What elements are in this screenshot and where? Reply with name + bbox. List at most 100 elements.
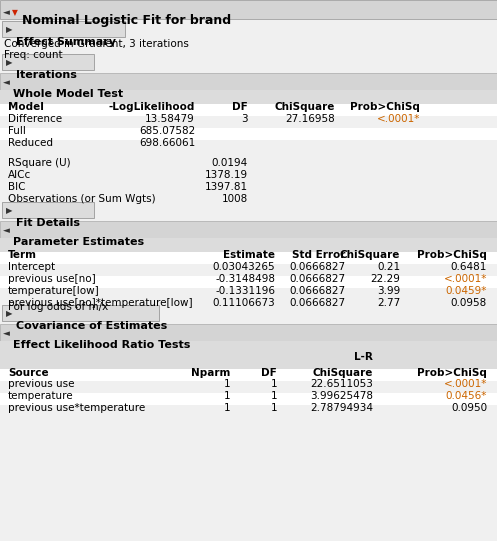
Text: 0.6481: 0.6481 bbox=[451, 262, 487, 272]
Text: 1: 1 bbox=[270, 391, 277, 401]
Text: Fit Details: Fit Details bbox=[16, 218, 80, 228]
Text: 1008: 1008 bbox=[222, 194, 248, 204]
Text: 685.07582: 685.07582 bbox=[139, 126, 195, 136]
Text: Effect Summary: Effect Summary bbox=[16, 37, 116, 47]
Text: previous use*temperature: previous use*temperature bbox=[8, 403, 145, 413]
Text: Converged in Gradient, 3 iterations: Converged in Gradient, 3 iterations bbox=[4, 39, 189, 49]
Text: ◄: ◄ bbox=[3, 227, 10, 235]
Text: 698.66061: 698.66061 bbox=[139, 138, 195, 148]
Text: ▼: ▼ bbox=[12, 9, 18, 17]
Text: 2.77: 2.77 bbox=[377, 298, 400, 308]
Text: Nparm: Nparm bbox=[191, 368, 230, 378]
Text: 22.6511053: 22.6511053 bbox=[310, 379, 373, 389]
Text: ChiSquare: ChiSquare bbox=[339, 250, 400, 260]
Text: 3.99625478: 3.99625478 bbox=[310, 391, 373, 401]
Text: ▶: ▶ bbox=[6, 58, 12, 68]
Text: -0.1331196: -0.1331196 bbox=[215, 286, 275, 296]
Text: <.0001*: <.0001* bbox=[444, 274, 487, 284]
Bar bbox=[2, 202, 94, 218]
Text: 0.0666827: 0.0666827 bbox=[289, 298, 345, 308]
Text: 1: 1 bbox=[270, 403, 277, 413]
Text: 0.0456*: 0.0456* bbox=[446, 391, 487, 401]
Bar bbox=[0, 221, 497, 238]
Text: DF: DF bbox=[232, 102, 248, 112]
Text: DF: DF bbox=[261, 368, 277, 378]
Text: Estimate: Estimate bbox=[223, 250, 275, 260]
Text: ◄: ◄ bbox=[3, 78, 10, 88]
Bar bbox=[2, 21, 125, 37]
Bar bbox=[0, 341, 497, 369]
Text: Term: Term bbox=[8, 250, 37, 260]
Bar bbox=[0, 369, 497, 381]
Text: -LogLikelihood: -LogLikelihood bbox=[109, 102, 195, 112]
Text: 0.0666827: 0.0666827 bbox=[289, 274, 345, 284]
Text: L-R: L-R bbox=[354, 352, 373, 362]
Text: 1: 1 bbox=[270, 379, 277, 389]
Text: temperature[low]: temperature[low] bbox=[8, 286, 100, 296]
Text: BIC: BIC bbox=[8, 182, 25, 192]
Text: <.0001*: <.0001* bbox=[444, 379, 487, 389]
Text: 0.0666827: 0.0666827 bbox=[289, 286, 345, 296]
Text: 0.03043265: 0.03043265 bbox=[212, 262, 275, 272]
Text: ◄: ◄ bbox=[3, 9, 10, 17]
Bar bbox=[0, 252, 497, 264]
Bar bbox=[0, 381, 497, 393]
Bar bbox=[0, 0, 497, 19]
Text: 0.21: 0.21 bbox=[377, 262, 400, 272]
Text: <.0001*: <.0001* bbox=[377, 114, 420, 124]
Bar bbox=[0, 90, 497, 104]
Bar bbox=[0, 276, 497, 288]
Text: 1: 1 bbox=[223, 391, 230, 401]
Text: Freq: count: Freq: count bbox=[4, 50, 63, 60]
Text: ▶: ▶ bbox=[6, 309, 12, 319]
Text: ▶: ▶ bbox=[6, 25, 12, 35]
Text: 1: 1 bbox=[223, 379, 230, 389]
Text: ChiSquare: ChiSquare bbox=[275, 102, 335, 112]
Bar bbox=[2, 54, 94, 70]
Text: Prob>ChiSq: Prob>ChiSq bbox=[350, 102, 420, 112]
Text: 0.0459*: 0.0459* bbox=[446, 286, 487, 296]
Bar bbox=[0, 196, 497, 202]
Text: Covariance of Estimates: Covariance of Estimates bbox=[16, 321, 167, 331]
Bar bbox=[0, 104, 497, 116]
Text: temperature: temperature bbox=[8, 391, 74, 401]
Text: Source: Source bbox=[8, 368, 49, 378]
Bar bbox=[0, 288, 497, 300]
Text: Parameter Estimates: Parameter Estimates bbox=[13, 237, 144, 247]
Text: Whole Model Test: Whole Model Test bbox=[13, 89, 123, 99]
Bar bbox=[0, 405, 497, 541]
Text: Intercept: Intercept bbox=[8, 262, 55, 272]
Text: Prob>ChiSq: Prob>ChiSq bbox=[417, 250, 487, 260]
Text: 2.78794934: 2.78794934 bbox=[310, 403, 373, 413]
Text: Effect Likelihood Ratio Tests: Effect Likelihood Ratio Tests bbox=[13, 340, 190, 350]
Text: 1397.81: 1397.81 bbox=[205, 182, 248, 192]
Text: previous use[no]: previous use[no] bbox=[8, 274, 96, 284]
Text: Reduced: Reduced bbox=[8, 138, 53, 148]
Text: 13.58479: 13.58479 bbox=[145, 114, 195, 124]
Text: Std Error: Std Error bbox=[292, 250, 345, 260]
Bar bbox=[0, 128, 497, 140]
Text: previous use: previous use bbox=[8, 379, 75, 389]
Bar bbox=[0, 264, 497, 276]
Bar bbox=[0, 172, 497, 184]
Text: 3: 3 bbox=[242, 114, 248, 124]
Text: Iterations: Iterations bbox=[16, 70, 77, 80]
Bar bbox=[0, 140, 497, 148]
Text: 0.0950: 0.0950 bbox=[451, 403, 487, 413]
Text: 22.29: 22.29 bbox=[370, 274, 400, 284]
Bar bbox=[0, 148, 497, 160]
Bar bbox=[0, 73, 497, 90]
Text: previous use[no]*temperature[low]: previous use[no]*temperature[low] bbox=[8, 298, 193, 308]
Bar bbox=[0, 116, 497, 128]
Text: ▶: ▶ bbox=[6, 207, 12, 215]
Text: Observations (or Sum Wgts): Observations (or Sum Wgts) bbox=[8, 194, 156, 204]
Text: 1378.19: 1378.19 bbox=[205, 170, 248, 180]
Bar bbox=[0, 184, 497, 196]
Bar bbox=[0, 238, 497, 252]
Text: 3.99: 3.99 bbox=[377, 286, 400, 296]
Text: Nominal Logistic Fit for brand: Nominal Logistic Fit for brand bbox=[22, 14, 231, 27]
Text: 0.0666827: 0.0666827 bbox=[289, 262, 345, 272]
Text: Full: Full bbox=[8, 126, 26, 136]
Bar bbox=[0, 393, 497, 405]
Text: 0.0194: 0.0194 bbox=[212, 158, 248, 168]
